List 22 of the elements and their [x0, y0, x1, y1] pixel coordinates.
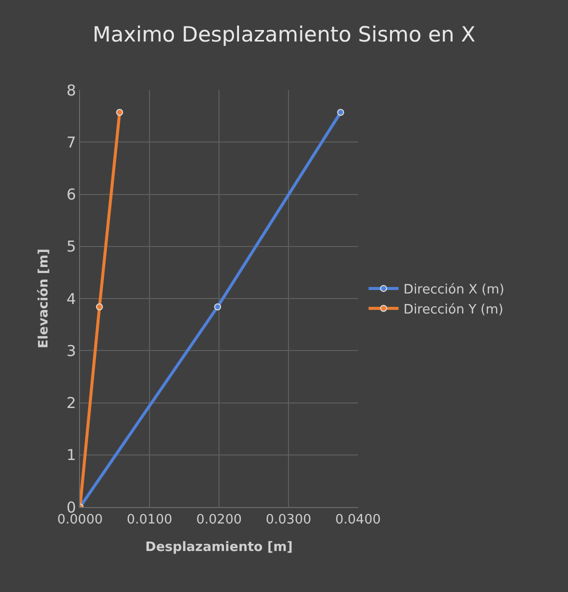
y-tick-label: 8 [66, 81, 76, 100]
x-tick-label: 0.0400 [335, 512, 381, 528]
y-tick-label: 2 [66, 394, 76, 412]
x-axis-title: Desplazamiento [m] [145, 540, 293, 556]
y-tick-label: 5 [66, 238, 76, 256]
point [337, 108, 344, 116]
x-tick-label: 0.0000 [57, 512, 103, 528]
y-tick-label: 6 [66, 186, 76, 204]
y-tick-label: 7 [66, 133, 76, 152]
y-axis-title: Elevación [m] [36, 248, 52, 348]
point [116, 108, 124, 116]
y-tick-label: 3 [66, 342, 76, 360]
x-tick-label: 0.0200 [196, 512, 242, 528]
point [214, 303, 222, 310]
y-tick-label: 4 [66, 290, 76, 308]
x-tick-label: 0.0300 [266, 512, 312, 528]
point [96, 303, 103, 310]
y-tick-label: 1 [66, 446, 76, 464]
legend-label: Dirección Y (m) [404, 302, 504, 318]
legend-label: Dirección X (m) [404, 282, 504, 298]
x-tick-label: 0.0100 [126, 512, 172, 528]
chart-title: Maximo Desplazamiento Sismo en X [92, 22, 476, 46]
